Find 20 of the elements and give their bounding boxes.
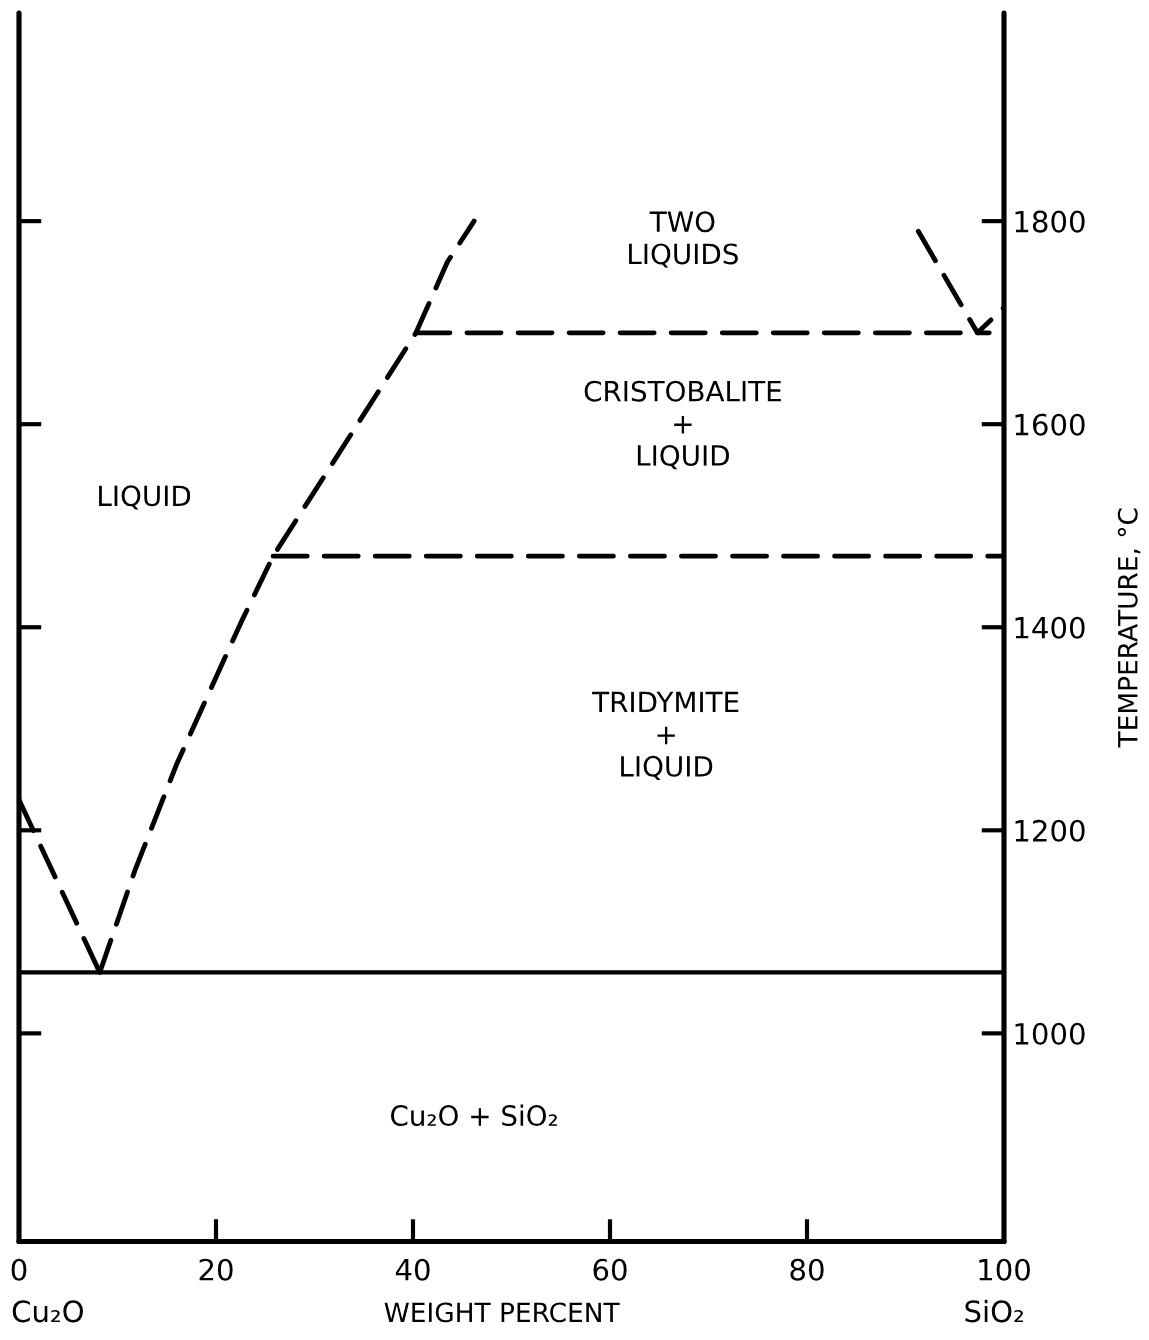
text: Cu₂O xyxy=(12,1300,83,1323)
annotation: TRIDYMITE + LIQUID xyxy=(592,691,739,780)
text: SiO₂ xyxy=(965,1299,1023,1323)
annotation: TWO LIQUIDS xyxy=(629,211,738,268)
x-tick-label: 20 xyxy=(199,1258,233,1281)
x-tick-label: 0 xyxy=(11,1258,27,1281)
y-tick-label: 1800 xyxy=(1015,210,1085,233)
annotation: CRISTOBALITE + LIQUID xyxy=(584,380,781,470)
x-tick-label: 60 xyxy=(593,1258,627,1281)
annotation: Cu₂O + SiO₂ xyxy=(390,1104,557,1127)
y-tick-label: 1000 xyxy=(1015,1022,1085,1045)
annotation: LIQUID xyxy=(99,485,191,510)
y-tick-label: 1200 xyxy=(1015,819,1085,842)
y-axis-title: TEMPERATURE, °C xyxy=(1117,508,1141,748)
x-tick-label: 80 xyxy=(790,1258,824,1281)
y-tick-label: 1600 xyxy=(1015,413,1085,436)
y-tick-label: 1400 xyxy=(1015,616,1085,639)
x-axis-title: WEIGHT PERCENT xyxy=(384,1302,620,1323)
x-tick-label: 40 xyxy=(395,1258,430,1281)
x-tick-label: 100 xyxy=(979,1258,1030,1281)
